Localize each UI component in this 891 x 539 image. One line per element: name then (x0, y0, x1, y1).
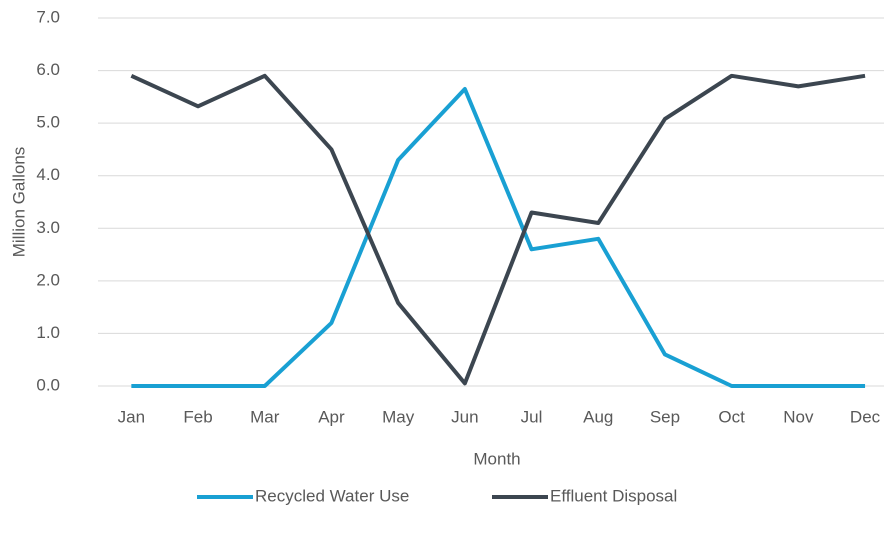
x-tick-label: Sep (650, 407, 680, 426)
x-tick-label: Feb (183, 407, 212, 426)
y-axis-label: Million Gallons (9, 147, 28, 258)
x-tick-label: Dec (850, 407, 881, 426)
legend-label: Recycled Water Use (255, 486, 409, 505)
legend-label: Effluent Disposal (550, 486, 677, 505)
x-tick-label: May (382, 407, 415, 426)
x-tick-label: Mar (250, 407, 280, 426)
x-tick-label: Oct (718, 407, 745, 426)
line-series (131, 86, 866, 388)
y-tick-label: 6.0 (36, 60, 60, 79)
x-tick-label: Jul (521, 407, 543, 426)
y-tick-label: 7.0 (36, 7, 60, 26)
x-tick-label: Nov (783, 407, 814, 426)
y-tick-label: 5.0 (36, 113, 60, 132)
x-tick-label: Aug (583, 407, 613, 426)
y-tick-label: 2.0 (36, 270, 60, 289)
y-tick-label: 0.0 (36, 375, 60, 394)
line-series (130, 73, 866, 386)
y-tick-label: 1.0 (36, 323, 60, 342)
x-axis-label: Month (473, 449, 520, 468)
y-tick-label: 3.0 (36, 218, 60, 237)
x-tick-label: Jan (118, 407, 145, 426)
x-tick-label: Apr (318, 407, 345, 426)
y-tick-label: 4.0 (36, 165, 60, 184)
x-tick-label: Jun (451, 407, 478, 426)
